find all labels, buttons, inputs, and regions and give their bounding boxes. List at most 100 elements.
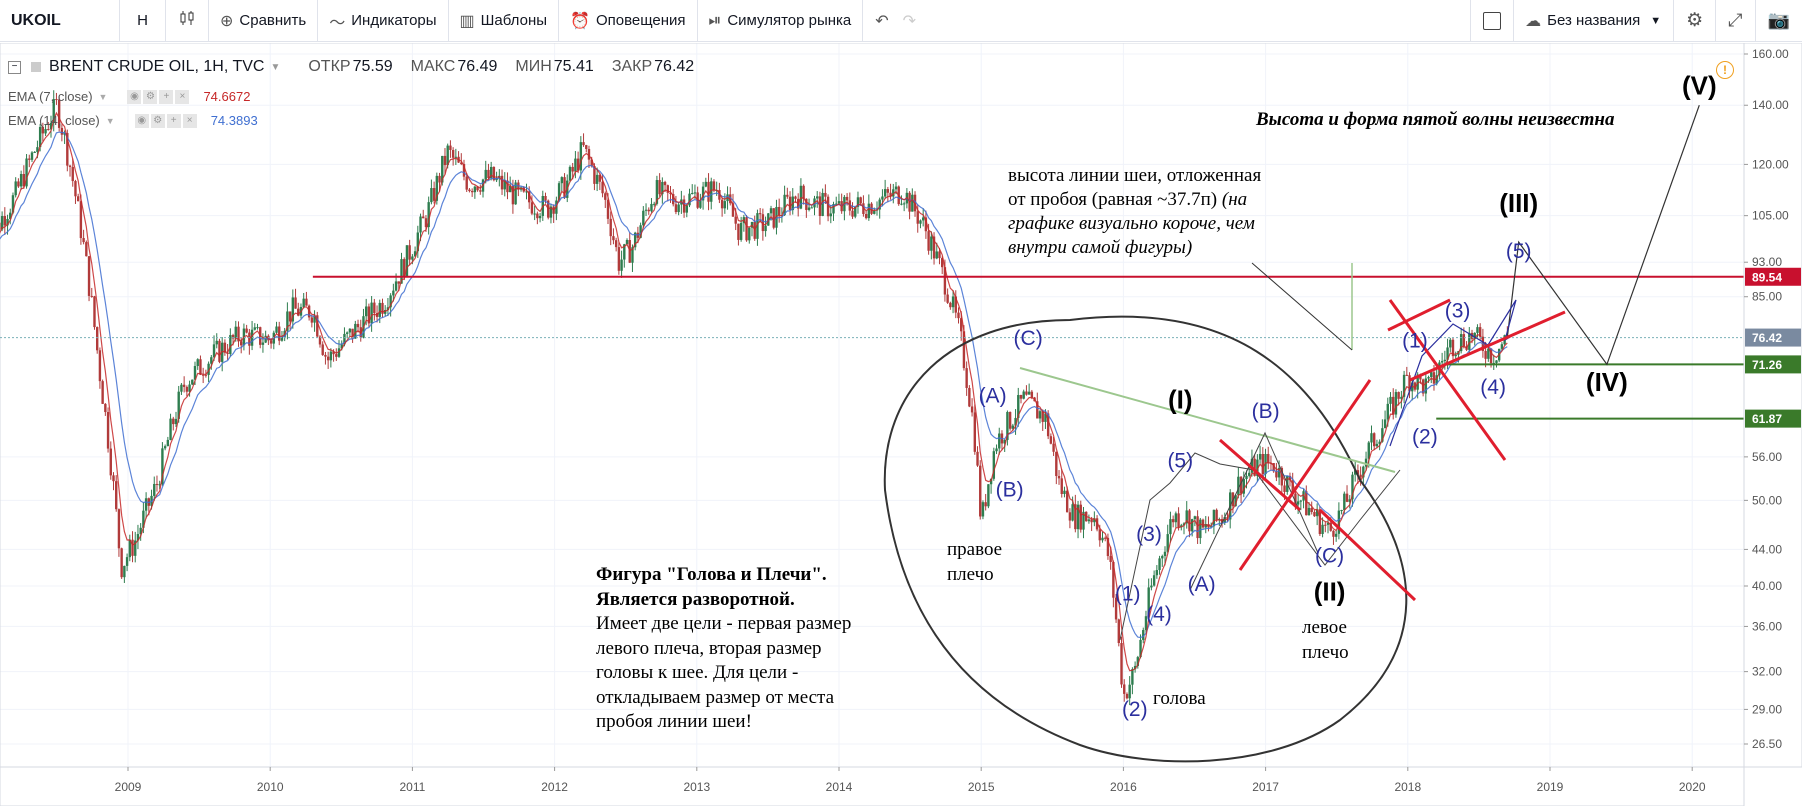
price-tick-label: 29.00 <box>1752 702 1782 716</box>
candle-body <box>201 374 205 376</box>
candle-body <box>650 203 653 212</box>
collapse-legend-icon[interactable]: − <box>8 60 21 74</box>
layout-name-button[interactable]: ☁ Без названия ▼ <box>1514 0 1675 42</box>
time-axis[interactable]: 2009 2010 2011 2012 2013 2014 2015 2016 2017 2018… <box>0 766 1745 806</box>
interval-button[interactable]: H <box>120 0 166 42</box>
chevron-down-icon[interactable]: ▼ <box>98 91 108 102</box>
candle-body <box>386 307 390 311</box>
price-axis[interactable]: 160.00 140.00 120.00 105.00 93.00 85.00 56.00 5… <box>1743 43 1802 768</box>
candle-body <box>633 232 637 248</box>
candle-body <box>951 296 955 308</box>
candle-body <box>617 247 621 271</box>
candle-body <box>348 328 352 333</box>
candle-body <box>1408 375 1411 392</box>
candle-body <box>226 352 229 354</box>
ema-fast-legend[interactable]: EMA (7, close) ▼ ◉ ⚙ + × 74.6672 <box>8 89 250 104</box>
plus-icon[interactable]: + <box>159 89 174 104</box>
redo-icon[interactable]: ↷ <box>902 12 917 30</box>
candle-body <box>411 256 414 260</box>
candle-body <box>1098 529 1101 541</box>
neck-note-text: от пробоя (равная ~37.7п) <box>1008 189 1218 210</box>
candle-body <box>30 152 34 160</box>
candle-body <box>1188 510 1191 532</box>
wave-label: (2) <box>1412 425 1438 448</box>
candle-body <box>1435 375 1438 384</box>
eye-icon[interactable]: ◉ <box>134 113 149 128</box>
candle-body <box>1343 493 1346 510</box>
candle-body <box>528 191 531 203</box>
alerts-button[interactable]: ⏰ Оповещения <box>559 0 698 42</box>
candle-body <box>394 281 398 291</box>
templates-button[interactable]: ▥ Шаблоны <box>449 0 560 42</box>
candle-body <box>1430 372 1433 378</box>
candle-body <box>286 311 289 331</box>
candle-body <box>207 363 210 375</box>
chevron-down-icon[interactable]: ▼ <box>270 61 281 73</box>
time-tick-label: 2009 <box>115 780 142 794</box>
candle-body <box>538 215 542 219</box>
fifth-wave-note: Высота и форма пятой волны неизвестна <box>1256 109 1615 130</box>
candle-body <box>1166 534 1169 552</box>
candle-body <box>1169 519 1172 535</box>
candle-body <box>625 240 629 245</box>
symbol-search-button[interactable]: UKOIL <box>0 0 120 42</box>
warning-icon[interactable]: ! <box>1716 61 1734 79</box>
candle-body <box>935 251 938 259</box>
candle-body <box>593 166 596 184</box>
candle-body <box>204 374 208 376</box>
replay-button[interactable]: ⏯ Симулятор рынка <box>698 0 864 42</box>
candle-body <box>1405 374 1409 376</box>
candle-body <box>1003 439 1006 444</box>
candle-body <box>661 181 664 195</box>
candle-body <box>691 193 694 195</box>
plus-icon[interactable]: + <box>166 113 181 128</box>
candle-body <box>3 216 7 226</box>
close-icon[interactable]: × <box>175 89 190 104</box>
compare-label: Сравнить <box>239 12 307 29</box>
candle-body <box>1082 511 1085 530</box>
candle-body <box>302 298 305 308</box>
ema-slow-controls[interactable]: ◉ ⚙ + × <box>134 113 197 128</box>
fullscreen-button[interactable]: ⤢ <box>1716 0 1756 42</box>
gear-icon[interactable]: ⚙ <box>143 89 158 104</box>
ema-fast-controls[interactable]: ◉ ⚙ + × <box>127 89 190 104</box>
candle-body <box>652 203 656 205</box>
candle-body <box>210 357 213 364</box>
indicators-label: Индикаторы <box>351 12 437 29</box>
indicators-button[interactable]: 〜 Индикаторы <box>318 0 449 42</box>
candle-body <box>1299 500 1303 502</box>
eye-icon[interactable]: ◉ <box>127 89 142 104</box>
candle-body <box>1324 524 1327 526</box>
candle-body <box>734 216 737 224</box>
price-chart[interactable]: (A) (B) (C) (1) (2) (3) (4) (5) (I) (A) (B) (C) (II)… <box>0 43 1802 806</box>
candle-body <box>1060 478 1063 494</box>
chevron-down-icon[interactable]: ▼ <box>105 115 115 126</box>
candle-body <box>775 206 778 228</box>
snapshot-button[interactable]: 📷 <box>1756 0 1802 42</box>
ema-slow-legend[interactable]: EMA (14, close) ▼ ◉ ⚙ + × 74.3893 <box>8 113 258 128</box>
time-tick-label: 2017 <box>1252 780 1279 794</box>
chart-type-button[interactable] <box>166 0 209 42</box>
candle-body <box>639 225 642 238</box>
close-label: ЗАКР <box>611 58 653 75</box>
gear-icon[interactable]: ⚙ <box>150 113 165 128</box>
close-icon[interactable]: × <box>182 113 197 128</box>
time-tick-label: 2010 <box>257 780 284 794</box>
cross-mark-line <box>1409 310 1566 382</box>
compare-button[interactable]: ⊕ Сравнить <box>209 0 319 42</box>
settings-button[interactable]: ⚙ <box>1674 0 1717 42</box>
candle-body <box>1383 419 1387 429</box>
candle-body <box>1432 372 1436 384</box>
candle-body <box>946 294 949 303</box>
candle-body <box>11 195 15 213</box>
candle-body <box>47 129 50 131</box>
candle-body <box>1022 391 1025 399</box>
layout-select-button[interactable] <box>1470 0 1515 42</box>
pointer-line <box>1251 262 1353 351</box>
candle-body <box>723 201 727 209</box>
undo-button[interactable]: ↶ ↷ <box>863 0 928 42</box>
candle-body <box>606 199 610 219</box>
price-axis-background <box>1743 43 1802 768</box>
candle-body <box>1462 334 1466 347</box>
candle-body <box>864 214 868 219</box>
